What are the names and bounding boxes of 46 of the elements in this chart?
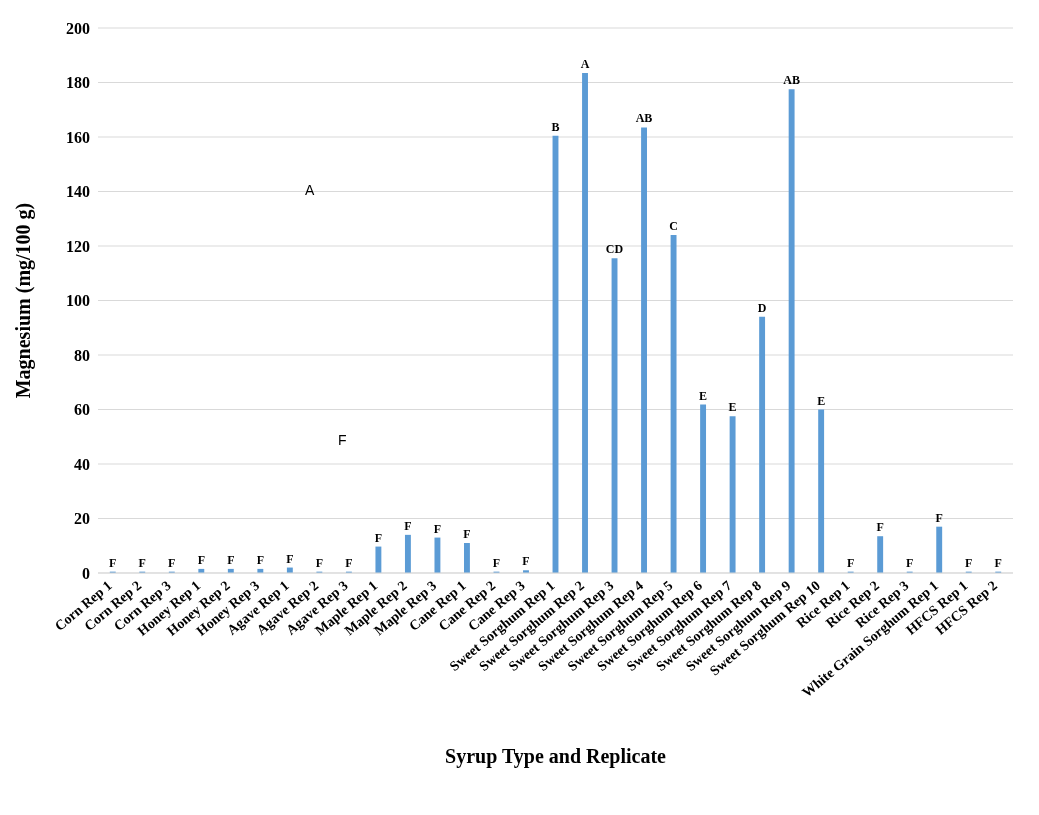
annotation: A bbox=[305, 182, 315, 198]
data-label: F bbox=[138, 555, 146, 570]
data-label: F bbox=[109, 555, 117, 570]
y-tick-label: 160 bbox=[66, 128, 90, 146]
data-label: F bbox=[492, 555, 501, 570]
data-label: F bbox=[994, 555, 1002, 570]
data-label: F bbox=[404, 518, 412, 533]
data-label: C bbox=[669, 219, 678, 234]
data-label: D bbox=[757, 300, 767, 315]
data-label: F bbox=[227, 552, 235, 567]
data-label: F bbox=[168, 555, 176, 570]
data-label: E bbox=[728, 400, 737, 415]
data-label: F bbox=[286, 551, 294, 566]
data-label: E bbox=[699, 388, 708, 403]
data-label: F bbox=[315, 555, 324, 570]
data-label: F bbox=[256, 552, 265, 567]
data-label: AB bbox=[635, 111, 653, 126]
data-label: F bbox=[876, 520, 884, 535]
data-label: F bbox=[846, 555, 855, 570]
y-tick-label: 20 bbox=[74, 510, 90, 528]
y-tick-label: 60 bbox=[74, 401, 90, 419]
data-label: F bbox=[463, 527, 471, 542]
y-tick-label: 100 bbox=[66, 292, 90, 310]
data-label: F bbox=[906, 555, 914, 570]
data-label: F bbox=[522, 554, 530, 569]
data-label: CD bbox=[605, 242, 624, 257]
y-tick-label: 200 bbox=[66, 19, 90, 37]
y-tick-label: 120 bbox=[66, 237, 90, 255]
data-label: F bbox=[935, 510, 943, 525]
data-label: F bbox=[197, 552, 205, 567]
data-label: E bbox=[817, 393, 826, 408]
annotation: F bbox=[338, 432, 347, 448]
y-axis-title: Magnesium (mg/100 g) bbox=[12, 202, 36, 399]
data-label: F bbox=[965, 555, 973, 570]
y-tick-label: 40 bbox=[74, 455, 90, 473]
data-label: AB bbox=[783, 73, 800, 88]
data-label: A bbox=[580, 56, 590, 71]
data-label: F bbox=[433, 521, 442, 536]
x-axis-title: Syrup Type and Replicate bbox=[445, 745, 667, 768]
y-tick-label: 180 bbox=[66, 74, 90, 92]
data-label: F bbox=[345, 555, 353, 570]
data-label: F bbox=[374, 530, 383, 545]
y-tick-label: 80 bbox=[74, 346, 90, 364]
y-tick-label: 140 bbox=[66, 183, 90, 201]
y-tick-label: 0 bbox=[82, 564, 90, 582]
data-label: B bbox=[551, 119, 560, 134]
